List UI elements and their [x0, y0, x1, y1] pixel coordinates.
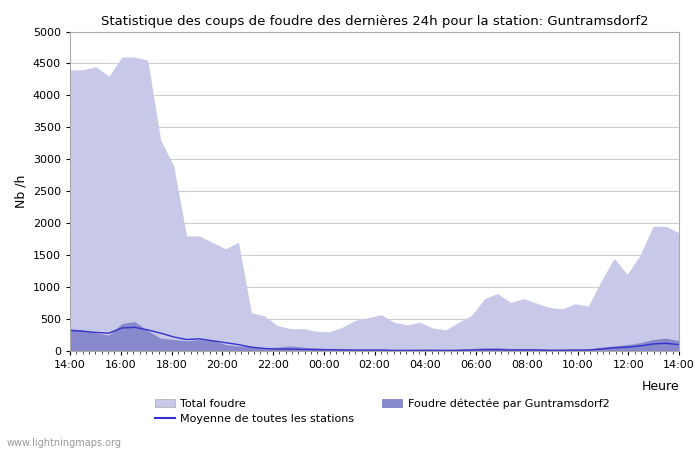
Title: Statistique des coups de foudre des dernières 24h pour la station: Guntramsdorf2: Statistique des coups de foudre des dern… — [101, 14, 648, 27]
Text: Heure: Heure — [641, 380, 679, 393]
Legend: Total foudre, Moyenne de toutes les stations, Foudre détectée par Guntramsdorf2: Total foudre, Moyenne de toutes les stat… — [155, 398, 610, 424]
Text: www.lightningmaps.org: www.lightningmaps.org — [7, 438, 122, 448]
Y-axis label: Nb /h: Nb /h — [14, 175, 27, 208]
